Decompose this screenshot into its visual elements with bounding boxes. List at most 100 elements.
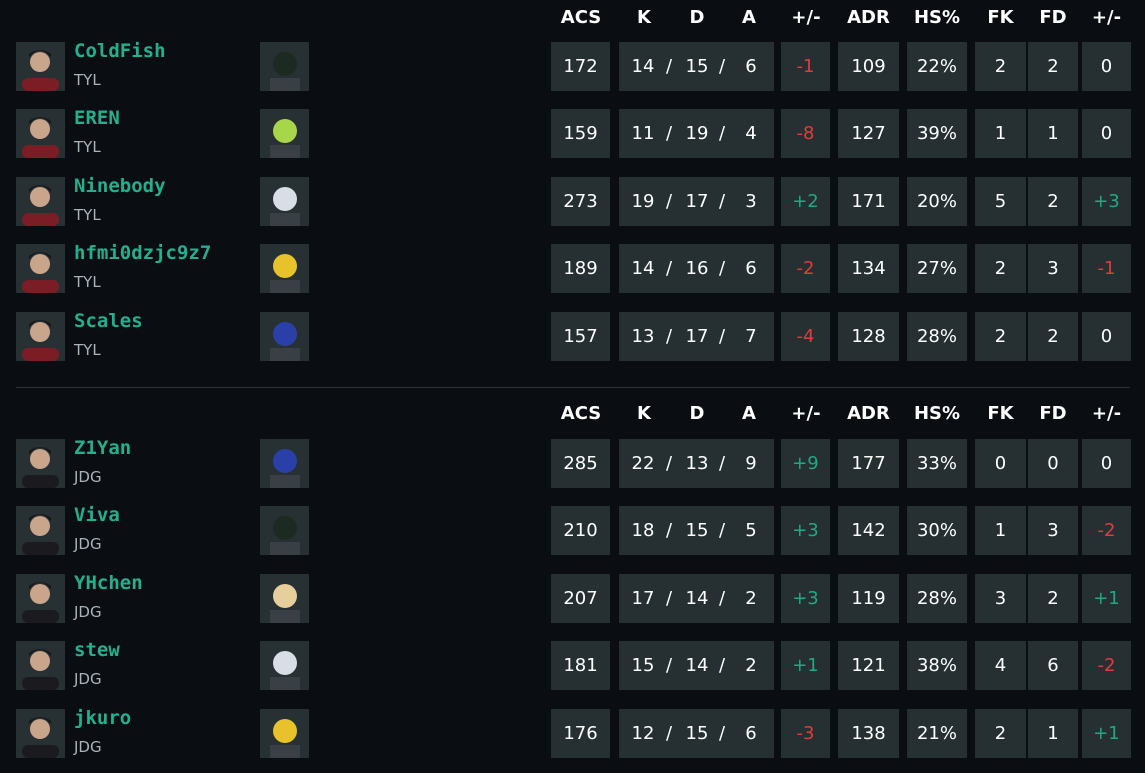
- player-photo: [16, 177, 65, 226]
- jett-agent-icon: [260, 641, 309, 690]
- kda-cell: 22 / 13 / 9: [619, 439, 774, 488]
- player-name-link[interactable]: YHchen: [74, 572, 143, 594]
- a-value: 6: [745, 258, 757, 279]
- d-value: 14: [685, 588, 709, 609]
- player-row: YHchen JDG 207 17/14/2 +3 119 28% 3 2 +1: [0, 572, 1145, 623]
- column-header: +/-: [791, 403, 821, 424]
- player-name-link[interactable]: Scales: [74, 310, 143, 332]
- adr-cell: 177: [838, 439, 899, 488]
- killjoy-agent-icon: [260, 709, 309, 758]
- player-photo: [16, 109, 65, 158]
- player-name-link[interactable]: hfmi0dzjc9z7: [74, 242, 212, 264]
- kda-cell: 17 / 14 / 2: [619, 574, 774, 623]
- player-name-link[interactable]: Ninebody: [74, 175, 166, 197]
- plus-minus-cell: -2: [781, 244, 830, 293]
- d-value: 16: [685, 258, 709, 279]
- slash-separator: /: [665, 56, 673, 77]
- fk-plus-minus-cell: 0: [1082, 42, 1131, 91]
- player-photo: [16, 709, 65, 758]
- fk-plus-minus-cell: 0: [1082, 109, 1131, 158]
- fk-plus-minus-cell: 0: [1082, 439, 1131, 488]
- viper-agent-icon: [260, 506, 309, 555]
- a-value: 4: [745, 123, 757, 144]
- fd-cell: 1: [1028, 709, 1078, 758]
- column-header: FK: [987, 7, 1014, 28]
- gekko-agent-icon: [260, 109, 309, 158]
- player-name-link[interactable]: Z1Yan: [74, 437, 132, 459]
- adr-cell: 119: [838, 574, 899, 623]
- killjoy-agent-icon: [260, 244, 309, 293]
- slash-separator: /: [718, 588, 726, 609]
- d-value: 19: [685, 123, 709, 144]
- fk-plus-minus-cell: +1: [1082, 709, 1131, 758]
- kayo-agent-icon: [260, 312, 309, 361]
- adr-cell: 138: [838, 709, 899, 758]
- team-tag: JDG: [74, 468, 102, 486]
- column-header: ADR: [847, 403, 890, 424]
- a-value: 9: [745, 453, 757, 474]
- fk-plus-minus-cell: -2: [1082, 506, 1131, 555]
- plus-minus-cell: -8: [781, 109, 830, 158]
- fd-cell: 2: [1028, 177, 1078, 226]
- column-header: +/-: [1091, 7, 1122, 28]
- player-name-link[interactable]: jkuro: [74, 707, 132, 729]
- hs-cell: 27%: [907, 244, 967, 293]
- column-header: +/-: [1091, 403, 1122, 424]
- kda-cell: 15 / 14 / 2: [619, 641, 774, 690]
- hs-cell: 33%: [907, 439, 967, 488]
- column-header: K: [637, 403, 651, 424]
- team-tag: JDG: [74, 603, 102, 621]
- k-value: 18: [631, 520, 655, 541]
- player-name-link[interactable]: ColdFish: [74, 40, 166, 62]
- slash-separator: /: [665, 258, 673, 279]
- slash-separator: /: [718, 655, 726, 676]
- slash-separator: /: [718, 123, 726, 144]
- plus-minus-cell: +2: [781, 177, 830, 226]
- k-value: 11: [631, 123, 655, 144]
- adr-cell: 171: [838, 177, 899, 226]
- column-header: FK: [987, 403, 1014, 424]
- player-name-link[interactable]: EREN: [74, 107, 120, 129]
- fk-cell: 0: [975, 439, 1026, 488]
- hs-cell: 20%: [907, 177, 967, 226]
- acs-cell: 189: [551, 244, 610, 293]
- team-tag: TYL: [74, 138, 101, 156]
- kda-cell: 19 / 17 / 3: [619, 177, 774, 226]
- slash-separator: /: [665, 453, 673, 474]
- plus-minus-cell: -1: [781, 42, 830, 91]
- player-row: ColdFish TYL 172 14/15/6 -1 109 22% 2 2 0: [0, 40, 1145, 91]
- slash-separator: /: [718, 191, 726, 212]
- fd-cell: 6: [1028, 641, 1078, 690]
- team-tag: JDG: [74, 535, 102, 553]
- adr-cell: 128: [838, 312, 899, 361]
- fk-plus-minus-cell: 0: [1082, 312, 1131, 361]
- player-row: jkuro JDG 176 12 / 15 / 6 -3 138 21% 2 1 +1: [0, 707, 1145, 758]
- fd-cell: 1: [1028, 109, 1078, 158]
- column-header: FD: [1039, 7, 1067, 28]
- team-tag: TYL: [74, 71, 101, 89]
- column-header: ACS: [560, 403, 602, 424]
- player-photo: [16, 506, 65, 555]
- hs-cell: 28%: [907, 574, 967, 623]
- fd-cell: 3: [1028, 506, 1078, 555]
- k-value: 12: [631, 723, 655, 744]
- fk-cell: 2: [975, 312, 1026, 361]
- player-photo: [16, 42, 65, 91]
- slash-separator: /: [665, 326, 673, 347]
- d-value: 14: [685, 655, 709, 676]
- player-name-link[interactable]: Viva: [74, 504, 120, 526]
- plus-minus-cell: -3: [781, 709, 830, 758]
- column-header: +/-: [791, 7, 821, 28]
- k-value: 22: [631, 453, 655, 474]
- player-row: Ninebody TYL 273 19 / 17 / 3 +2 171 20% 5 2 +3: [0, 175, 1145, 226]
- column-header: K: [637, 7, 651, 28]
- acs-cell: 172: [551, 42, 610, 91]
- hs-cell: 39%: [907, 109, 967, 158]
- fk-cell: 4: [975, 641, 1026, 690]
- player-name-link[interactable]: stew: [74, 639, 120, 661]
- fk-plus-minus-cell: +3: [1082, 177, 1131, 226]
- player-row: Viva JDG 210 18 / 15 / 5 +3 142 30% 1 3 -2: [0, 504, 1145, 555]
- fd-cell: 3: [1028, 244, 1078, 293]
- kayo-agent-icon: [260, 439, 309, 488]
- d-value: 17: [685, 191, 709, 212]
